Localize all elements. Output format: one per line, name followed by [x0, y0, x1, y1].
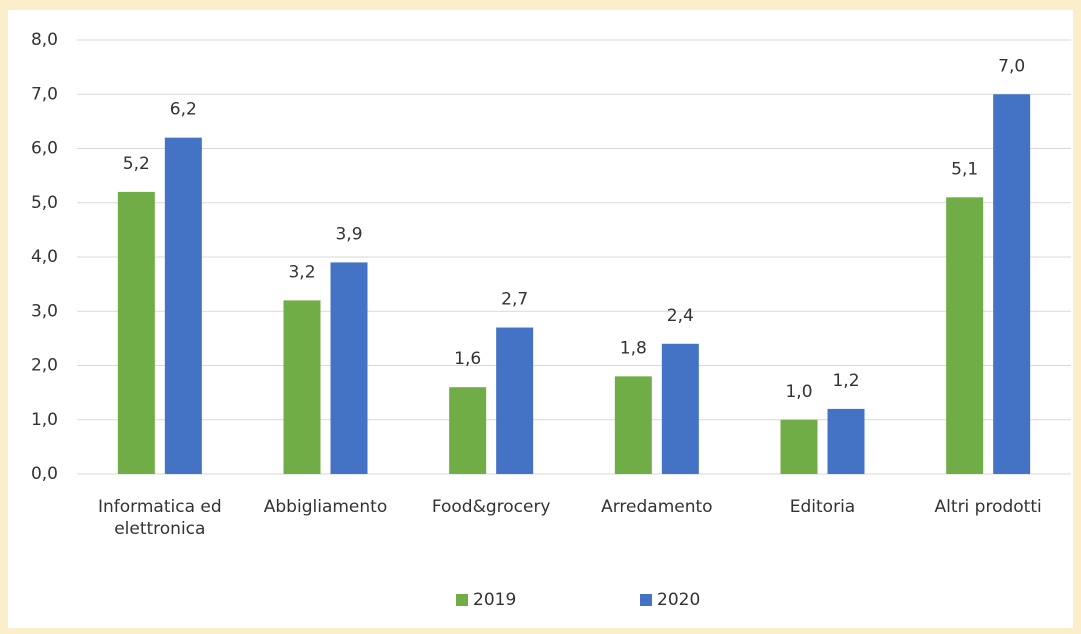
x-tick-label: Abbigliamento	[263, 497, 388, 517]
y-tick-label: 6,0	[31, 139, 58, 159]
bar	[449, 387, 487, 474]
bar	[117, 191, 155, 474]
y-tick-label: 0,0	[31, 464, 58, 484]
bar	[946, 197, 984, 474]
y-tick-label: 5,0	[31, 193, 58, 213]
x-tick-label: Altri prodotti	[934, 497, 1042, 517]
value-label: 1,8	[620, 338, 647, 358]
value-label: 3,2	[288, 262, 315, 282]
bar	[330, 262, 368, 474]
y-tick-label: 7,0	[31, 84, 58, 104]
value-label: 1,0	[785, 382, 812, 402]
legend-swatch	[640, 594, 652, 606]
legend-label: 2019	[473, 590, 516, 610]
x-tick-label: Informatica ed elettronica	[98, 497, 222, 539]
y-tick-label: 1,0	[31, 410, 58, 430]
bar	[993, 94, 1031, 474]
y-tick-label: 3,0	[31, 301, 58, 321]
x-tick-label: Food&grocery	[431, 497, 551, 517]
x-tick-label: Arredamento	[601, 497, 713, 517]
value-label: 1,2	[832, 371, 859, 391]
bar	[780, 419, 818, 474]
value-label: 1,6	[454, 349, 481, 369]
value-label: 2,7	[501, 290, 528, 310]
chart-panel: 0,0 1,0 2,0 3,0 4,0 5,0 6,0 7,0 8,0 5,2 6,2 3,2 3,9 1…	[8, 10, 1073, 628]
legend-swatch	[456, 594, 468, 606]
value-label: 5,1	[951, 159, 978, 179]
value-label: 3,9	[335, 224, 362, 244]
x-tick-label: Editoria	[789, 497, 856, 517]
bar	[283, 300, 321, 474]
bar	[827, 408, 865, 474]
value-label: 5,2	[123, 154, 150, 174]
legend-label: 2020	[657, 590, 700, 610]
bar	[661, 343, 699, 474]
bar	[164, 137, 202, 474]
y-tick-label: 4,0	[31, 247, 58, 267]
value-label: 7,0	[998, 56, 1025, 76]
y-tick-label: 2,0	[31, 356, 58, 376]
y-tick-label: 8,0	[31, 30, 58, 50]
value-label: 6,2	[170, 100, 197, 120]
value-label: 2,4	[667, 306, 694, 326]
bar	[614, 376, 652, 474]
bar	[496, 327, 534, 474]
chart: 0,0 1,0 2,0 3,0 4,0 5,0 6,0 7,0 8,0 5,2 6,2 3,2 3,9 1…	[31, 30, 1071, 610]
